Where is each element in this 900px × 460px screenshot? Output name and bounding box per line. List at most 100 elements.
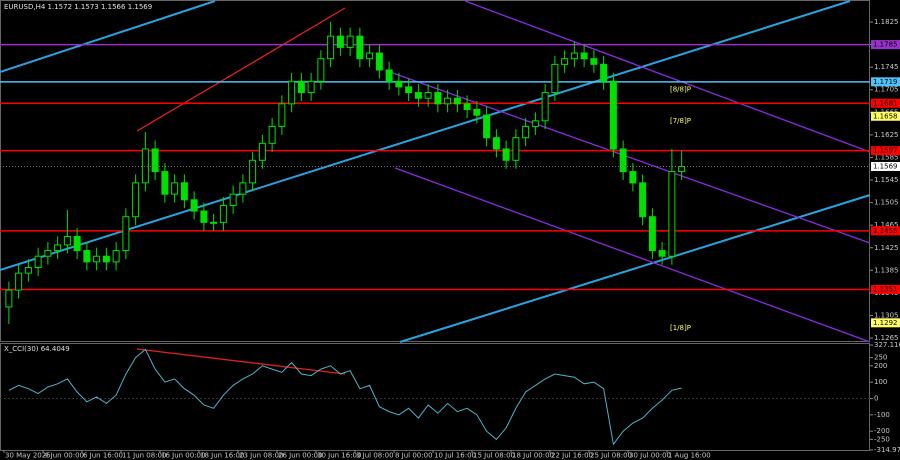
- murray-label: [8/8]P: [670, 86, 691, 94]
- candle-body: [375, 52, 383, 71]
- candle-body: [580, 52, 588, 60]
- level-box: [871, 77, 900, 87]
- level-label: 1.1681: [873, 99, 898, 107]
- candle-body: [34, 255, 42, 269]
- candle-body: [366, 52, 374, 60]
- y-tick-label: 1.1385: [874, 266, 899, 274]
- candle-body: [561, 58, 569, 65]
- x-tick-label: 6 Jun 16:00: [83, 452, 123, 460]
- y-tick-label: 250: [874, 354, 887, 362]
- candle-body: [93, 255, 101, 263]
- candle-body: [54, 244, 62, 252]
- y-tick-label: 200: [874, 362, 887, 370]
- candle-body: [600, 63, 608, 82]
- candle-body: [210, 221, 218, 224]
- candle-body: [249, 159, 257, 184]
- x-tick-label: 1 Aug 16:00: [668, 452, 711, 460]
- y-tick-label: -200: [874, 427, 890, 435]
- channel-line: [464, 0, 871, 153]
- candle-body: [297, 80, 305, 94]
- candle-body: [531, 120, 539, 127]
- y-tick-label: -314.979: [874, 446, 900, 454]
- candles: [5, 22, 686, 324]
- level-label: 1.1597: [873, 147, 898, 155]
- current-price-box: [871, 161, 900, 171]
- murray-label: [1/8]P: [670, 324, 691, 332]
- y-tick-label: 0: [874, 394, 878, 402]
- candle-body: [551, 63, 559, 94]
- candle-body: [15, 272, 23, 291]
- cci-title: X_CCI(30) 64.4049: [4, 345, 70, 353]
- candle-body: [434, 92, 442, 105]
- murray-label: [7/8]P: [670, 117, 691, 125]
- candle-body: [473, 108, 481, 116]
- candle-body: [492, 137, 500, 150]
- trend-lines: [0, 0, 871, 375]
- y-tick-label: 327.116: [874, 341, 900, 349]
- x-tick-label: 30 Jul 00:00: [629, 452, 671, 460]
- x-tick-label: 30 Jun 16:00: [317, 452, 361, 460]
- candle-body: [629, 171, 637, 184]
- candle-body: [327, 35, 335, 60]
- y-tick-label: 1.1585: [874, 153, 899, 161]
- level-label: 1.1785: [873, 41, 898, 49]
- candle-body: [83, 250, 91, 263]
- level-box: [871, 40, 900, 50]
- candle-body: [288, 80, 296, 105]
- candle-body: [122, 216, 130, 252]
- y-tick-label: -250: [874, 435, 890, 443]
- channel-line: [399, 194, 871, 343]
- candle-body: [102, 255, 110, 263]
- y-tick-label: 1.1745: [874, 63, 899, 71]
- cci-trend-line: [136, 348, 346, 375]
- candle-body: [268, 125, 276, 144]
- candle-body: [73, 235, 81, 252]
- x-tick-label: 23 Jun 08:00: [239, 452, 283, 460]
- purple-channel: [389, 0, 871, 343]
- candle-body: [609, 80, 617, 150]
- candle-body: [522, 125, 530, 139]
- level-box: [871, 98, 900, 108]
- cci-panel: [0, 343, 870, 451]
- candle-body: [180, 182, 188, 201]
- candle-body: [132, 182, 140, 218]
- y-tick-label: 1.1465: [874, 221, 899, 229]
- level-label: 1.1351: [873, 286, 898, 294]
- candle-body: [444, 97, 452, 105]
- candle-body: [658, 250, 666, 257]
- level-label: 1.1455: [873, 227, 898, 235]
- level-box: [871, 285, 900, 295]
- candle-body: [570, 52, 578, 60]
- candle-body: [414, 92, 422, 99]
- candle-body: [385, 69, 393, 82]
- candle-body: [63, 235, 71, 246]
- candle-body: [424, 92, 432, 99]
- candle-body: [395, 80, 403, 88]
- x-tick-label: 10 Jul 16:00: [434, 452, 476, 460]
- candle-body: [668, 171, 676, 257]
- current-price-label: 1.1569: [873, 162, 898, 170]
- y-tick-label: -100: [874, 411, 890, 419]
- candle-body: [483, 114, 491, 139]
- candle-body: [5, 289, 13, 308]
- candle-body: [648, 216, 656, 252]
- candle-body: [24, 267, 32, 274]
- y-tick-label: 1.1305: [874, 311, 899, 319]
- candle-body: [278, 103, 286, 127]
- level-box: [871, 318, 900, 328]
- level-box: [871, 146, 900, 156]
- y-tick-label: 1.1625: [874, 131, 899, 139]
- y-tick-label: 1.1265: [874, 334, 899, 342]
- x-tick-label: 30 May 2025: [5, 452, 51, 460]
- x-tick-label: 22 Jul 16:00: [551, 452, 593, 460]
- candle-body: [590, 58, 598, 65]
- candle-body: [112, 250, 120, 263]
- channel-line: [394, 167, 871, 343]
- y-tick-label: 1.1505: [874, 199, 899, 207]
- candle-body: [258, 142, 266, 161]
- candle-body: [190, 199, 198, 212]
- x-tick-label: 3 Jul 08:00: [356, 452, 394, 460]
- level-label: 1.1658: [873, 112, 898, 120]
- candle-body: [678, 165, 686, 173]
